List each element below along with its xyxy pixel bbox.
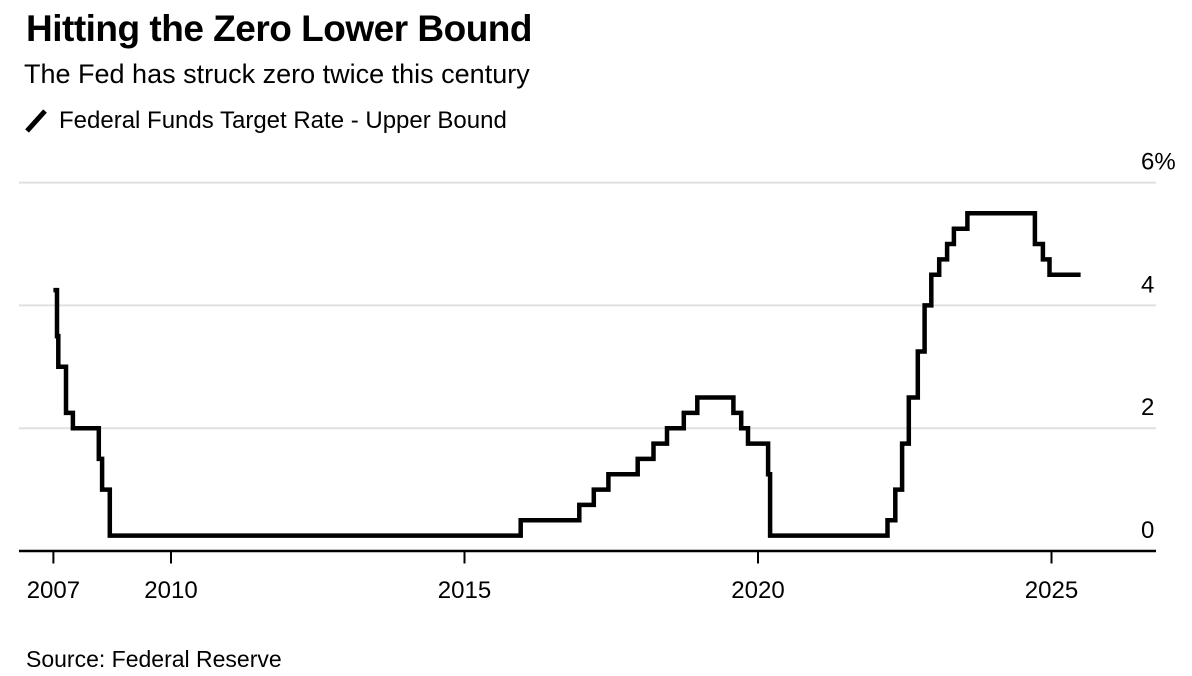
- y-axis-label: 6%: [1141, 149, 1176, 176]
- y-axis-label: 4: [1141, 271, 1154, 298]
- line-series-slash-icon: [25, 109, 47, 133]
- y-axis-label: 0: [1141, 517, 1154, 544]
- y-axis-label: 2: [1141, 394, 1154, 421]
- x-axis-label: 2015: [438, 577, 491, 604]
- x-axis-label: 2025: [1025, 577, 1078, 604]
- x-axis-label: 2020: [731, 577, 784, 604]
- source-note: Source: Federal Reserve: [26, 646, 282, 672]
- x-axis-label: 2010: [144, 577, 197, 604]
- legend: Federal Funds Target Rate - Upper Bound: [25, 106, 507, 136]
- chart-title: Hitting the Zero Lower Bound: [26, 8, 533, 49]
- chart-subtitle: The Fed has struck zero twice this centu…: [24, 59, 530, 89]
- legend-label: Federal Funds Target Rate - Upper Bound: [59, 107, 507, 134]
- x-axis-label: 2007: [27, 577, 80, 604]
- rate-step-line: [53, 211, 1081, 538]
